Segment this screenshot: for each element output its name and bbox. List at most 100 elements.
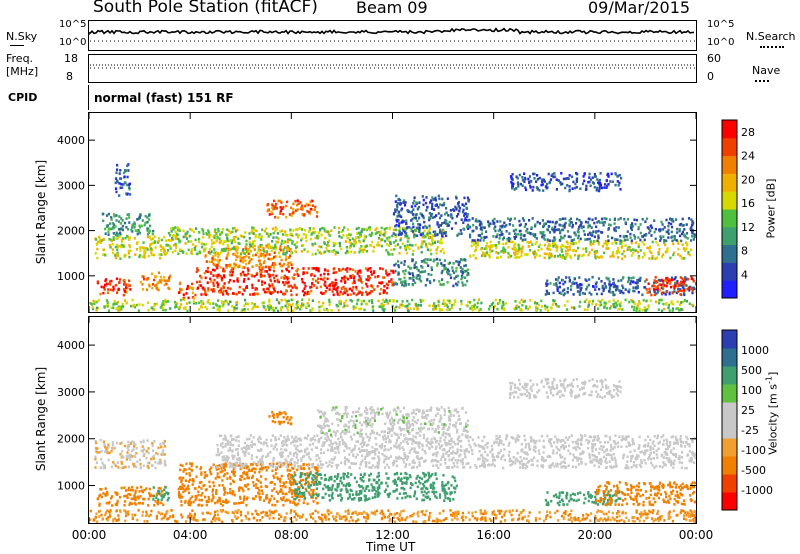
data-cell	[413, 235, 416, 239]
data-cell	[385, 272, 388, 275]
data-cell	[338, 244, 341, 248]
data-cell	[587, 221, 590, 224]
data-cell	[217, 261, 220, 265]
data-cell	[169, 307, 172, 310]
data-cell	[161, 278, 164, 282]
data-cell	[144, 214, 147, 218]
data-cell	[155, 493, 158, 497]
data-cell	[559, 224, 562, 227]
data-cell	[617, 218, 620, 221]
data-cell	[163, 249, 166, 253]
data-cell	[287, 261, 290, 265]
data-cell	[518, 219, 521, 223]
data-cell	[215, 233, 218, 237]
data-cell	[252, 305, 255, 309]
data-cell	[116, 180, 119, 184]
data-cell	[300, 495, 303, 498]
data-cell	[641, 309, 644, 312]
data-cell	[160, 304, 163, 307]
data-cell	[483, 236, 487, 239]
data-cell	[238, 285, 241, 289]
data-cell	[310, 289, 313, 293]
data-cell	[602, 223, 605, 227]
data-cell	[569, 256, 572, 260]
data-cell	[392, 228, 395, 232]
data-cell	[105, 447, 108, 451]
data-cell	[198, 231, 201, 234]
data-cell	[354, 270, 357, 273]
data-cell	[408, 226, 411, 229]
data-cell	[436, 233, 439, 236]
cpid-value: normal (fast) 151 RF	[94, 91, 234, 105]
data-cell	[220, 248, 223, 251]
data-cell	[115, 219, 118, 222]
data-cell	[334, 271, 338, 274]
data-cell	[573, 307, 576, 310]
data-cell	[591, 176, 594, 179]
data-cell	[461, 275, 464, 279]
data-cell	[397, 265, 400, 269]
data-cell	[253, 228, 256, 232]
data-cell	[397, 210, 400, 214]
data-cell	[150, 457, 153, 461]
data-cell	[276, 240, 279, 244]
data-cell	[596, 186, 599, 190]
data-cell	[125, 489, 128, 492]
data-cell	[122, 293, 125, 297]
data-cell	[157, 489, 160, 493]
data-cell	[176, 302, 179, 305]
data-cell	[648, 247, 651, 250]
data-cell	[631, 300, 634, 303]
data-cell	[178, 229, 181, 232]
data-cell	[123, 221, 127, 225]
data-cell	[422, 232, 425, 235]
data-cell	[405, 232, 408, 235]
data-cell	[149, 248, 152, 252]
data-cell	[289, 261, 292, 264]
data-cell	[424, 201, 428, 205]
data-cell	[282, 503, 285, 507]
data-cell	[146, 464, 149, 468]
data-cell	[309, 286, 312, 289]
data-cell	[582, 225, 585, 229]
data-cell	[311, 242, 314, 246]
data-cell	[543, 222, 546, 226]
data-cell	[267, 272, 270, 276]
data-cell	[603, 217, 606, 220]
data-cell	[559, 255, 562, 259]
data-cell	[441, 308, 444, 312]
data-cell	[249, 293, 252, 296]
data-cell	[250, 463, 253, 466]
data-cell	[571, 225, 574, 229]
data-cell	[638, 307, 641, 311]
data-cell	[137, 496, 140, 500]
data-cell	[568, 245, 571, 248]
data-cell	[198, 280, 201, 283]
data-cell	[247, 487, 250, 491]
data-cell	[272, 246, 275, 250]
data-cell	[210, 472, 213, 476]
data-cell	[157, 240, 160, 243]
data-cell	[570, 221, 573, 224]
data-cell	[464, 212, 467, 215]
data-cell	[266, 245, 269, 249]
data-cell	[628, 300, 631, 304]
data-cell	[405, 476, 408, 480]
data-cell	[621, 284, 624, 288]
data-cell	[112, 287, 115, 291]
data-cell	[678, 234, 682, 238]
data-cell	[408, 277, 411, 280]
data-cell	[196, 269, 200, 272]
data-cell	[279, 484, 282, 488]
data-cell	[299, 308, 302, 311]
data-cell	[213, 236, 216, 240]
data-cell	[386, 286, 389, 290]
data-cell	[275, 246, 278, 249]
data-cell	[448, 497, 451, 501]
data-cell	[479, 239, 482, 242]
data-cell	[216, 501, 219, 504]
data-cell	[314, 466, 317, 469]
data-cell	[547, 247, 550, 251]
data-cell	[528, 305, 531, 309]
data-cell	[204, 247, 207, 250]
